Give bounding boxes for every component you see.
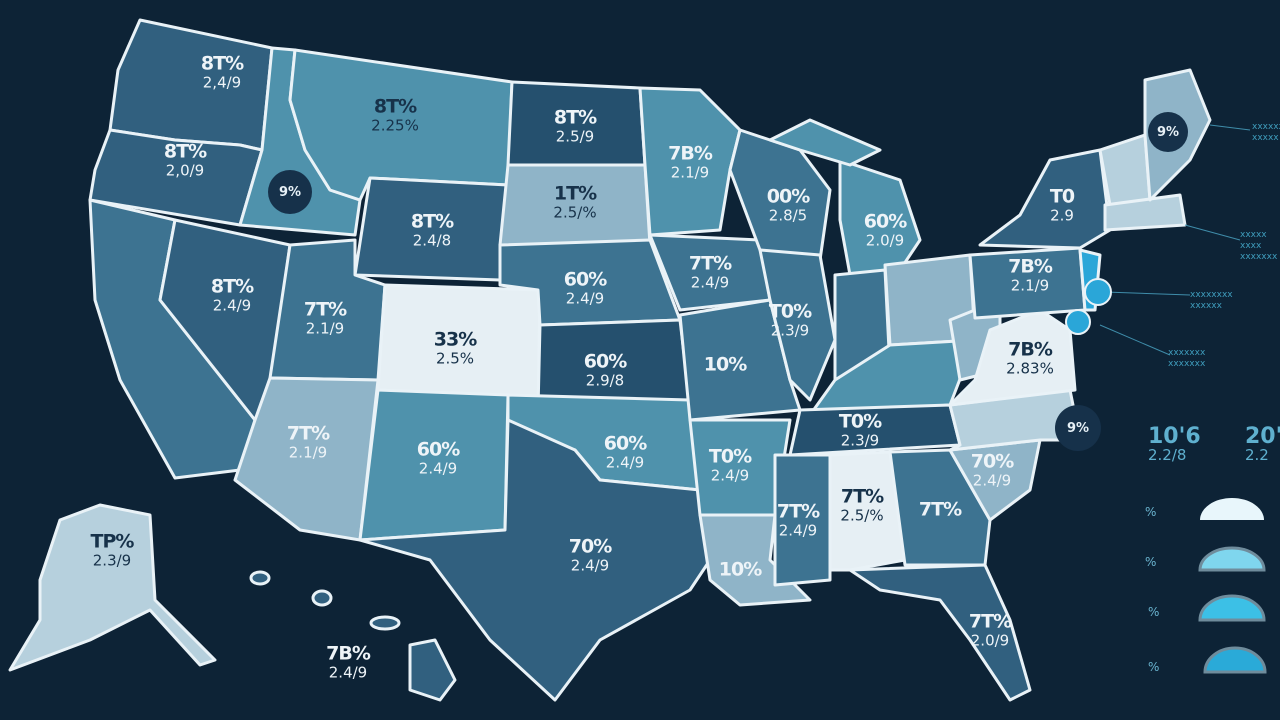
state-label-missouri: 10% — [703, 353, 747, 376]
state-label-florida: 7T% 2.0/9 — [968, 610, 1012, 650]
state-label-illinois: T0% 2.3/9 — [768, 300, 812, 340]
marker-icon[interactable] — [1065, 309, 1091, 335]
state-florida[interactable] — [848, 563, 1032, 702]
state-alabama[interactable] — [828, 450, 907, 572]
state-label-colorado: 33% 2.5% — [433, 328, 477, 368]
legend-row-pct: % — [1148, 605, 1160, 619]
state-label-virginia: 7B% 2.83% — [1006, 338, 1054, 378]
state-label-montana: 8T% 2.25% — [371, 95, 419, 135]
state-hawaii-island — [369, 615, 401, 631]
state-badge-idaho: 9% — [268, 170, 312, 214]
state-label-washington: 8T% 2,4/9 — [200, 52, 244, 92]
legend-row-pct: % — [1145, 505, 1157, 519]
state-label-new-york: T0 2.9 — [1049, 185, 1075, 225]
state-label-kansas: 60% 2.9/8 — [583, 350, 627, 390]
state-label-tennessee: T0% 2.3/9 — [838, 410, 882, 450]
state-label-nevada: 8T% 2.4/9 — [210, 275, 254, 315]
state-label-wisconsin: 00% 2.8/5 — [766, 185, 810, 225]
callout-label: xxxxx xxxx xxxxxxx — [1240, 230, 1278, 262]
state-label-iowa: 7T% 2.4/9 — [688, 252, 732, 292]
state-michigan-up — [768, 118, 882, 167]
state-label-alabama: 7T% 2.5/% — [840, 485, 884, 525]
marker-icon[interactable] — [1084, 278, 1112, 306]
state-label-mississippi: 7T% 2.4/9 — [776, 500, 820, 540]
state-label-nebraska: 60% 2.4/9 — [563, 268, 607, 308]
state-label-north-dakota: 8T% 2.5/9 — [553, 106, 597, 146]
state-illinois[interactable] — [758, 248, 837, 402]
state-missouri[interactable] — [678, 298, 802, 422]
state-badge-maine: 9% — [1148, 112, 1188, 152]
gauge-legend — [1198, 498, 1267, 674]
state-label-south-carolina: 70% 2.4/9 — [970, 450, 1014, 490]
state-label-arizona: 7T% 2.1/9 — [286, 422, 330, 462]
legend-value: 10'6 2.2/8 — [1148, 424, 1201, 465]
state-label-hawaii: 7B% 2.4/9 — [326, 642, 371, 682]
state-mississippi[interactable] — [773, 453, 832, 587]
state-label-arkansas: T0% 2.4/9 — [708, 445, 752, 485]
state-minnesota[interactable] — [638, 86, 742, 237]
legend-value: 20' 2.2 — [1245, 424, 1280, 465]
state-label-oregon: 8T% 2,0/9 — [163, 140, 207, 180]
state-label-south-dakota: 1T% 2.5/% — [553, 182, 597, 222]
state-texas[interactable] — [358, 418, 712, 702]
state-washington[interactable] — [108, 18, 274, 152]
legend-row-pct: % — [1148, 660, 1160, 674]
state-hawaii-big[interactable] — [408, 638, 457, 702]
state-label-georgia: 7T% — [918, 498, 962, 521]
state-label-minnesota: 7B% 2.1/9 — [668, 142, 713, 182]
state-label-new-mexico: 60% 2.4/9 — [416, 438, 460, 478]
state-new-york[interactable] — [978, 148, 1112, 250]
state-alaska[interactable] — [8, 503, 217, 672]
state-label-michigan: 60% 2.0/9 — [863, 210, 907, 250]
legend-row-pct: % — [1145, 555, 1157, 569]
state-label-oklahoma: 60% 2.4/9 — [603, 432, 647, 472]
state-label-texas: 70% 2.4/9 — [568, 535, 612, 575]
state-vermont-nh[interactable] — [1098, 133, 1152, 207]
state-label-alaska: TP% 2.3/9 — [90, 530, 135, 570]
state-label-louisiana: 10% — [718, 558, 762, 581]
state-hawaii-island — [311, 589, 333, 607]
state-label-utah: 7T% 2.1/9 — [303, 298, 347, 338]
state-label-wyoming: 8T% 2.4/8 — [410, 210, 454, 250]
state-badge-north-carolina: 9% — [1055, 405, 1101, 451]
state-label-pennsylvania: 7B% 2.1/9 — [1008, 255, 1053, 295]
state-hawaii-island — [249, 570, 271, 586]
